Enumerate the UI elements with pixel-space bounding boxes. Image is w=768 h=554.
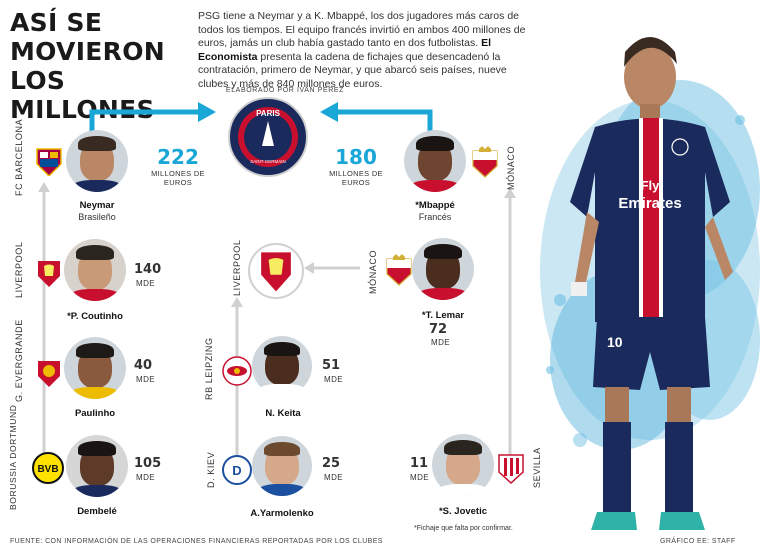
fee-unit-dembele: MDE	[136, 473, 155, 482]
monaco-crest-icon	[472, 146, 498, 178]
player-name-jovetic: *S. Jovetic	[438, 506, 488, 517]
club-label-evergrande: G. EVERGRANDE	[14, 319, 24, 402]
source-footer: FUENTE: CON INFORMACIÓN DE LAS OPERACION…	[10, 538, 383, 545]
dortmund-crest-icon: BVB	[32, 452, 64, 484]
fee-paulinho: 40	[134, 358, 153, 373]
sevilla-crest-icon	[498, 454, 524, 484]
fee-coutinho: 140	[134, 262, 162, 277]
fee-unit-coutinho: MDE	[136, 279, 155, 288]
player-name-coutinho: *P. Coutinho	[67, 311, 123, 322]
player-name-yarmolenko: A.Yarmolenko	[250, 508, 314, 519]
leipzig-crest-icon	[222, 356, 252, 386]
liverpool-crest-icon-large	[261, 252, 291, 292]
sponsor-text-1: Fly	[641, 178, 661, 193]
fee-unit-lemar: MDE	[431, 338, 450, 347]
graphic-credit: GRÁFICO EE: STAFF	[660, 538, 736, 545]
paulinho-portrait	[64, 337, 126, 399]
dembele-portrait	[66, 435, 128, 497]
fee-unit-neymar: MILLONES DE EUROS	[151, 169, 205, 187]
yarmolenko-portrait	[252, 436, 312, 496]
infographic-title: ASÍ SE MOVIERON LOS MILLONES	[10, 8, 190, 124]
title-line-1: ASÍ SE	[10, 8, 103, 37]
player-name-neymar: Neymar	[79, 200, 115, 211]
neymar-player-illustration: Fly Emirates 10	[570, 37, 733, 530]
fee-yarmolenko: 25	[322, 456, 341, 471]
player-name-paulinho: Paulinho	[74, 408, 116, 419]
club-label-liverpool-1: LIVERPOOL	[14, 241, 24, 298]
club-label-monaco-1: MÓNACO	[506, 145, 516, 190]
neymar-portrait	[66, 130, 128, 192]
psg-crest-icon: PARIS SAINT-GERMAIN	[228, 97, 308, 177]
fee-unit-jovetic: MDE	[410, 473, 429, 482]
fee-unit-keita: MDE	[324, 375, 343, 384]
liverpool-crest-icon	[38, 261, 60, 287]
intro-paragraph: PSG tiene a Neymar y a K. Mbappé, los do…	[198, 10, 536, 92]
sponsor-text-2: Emirates	[618, 195, 681, 212]
mbappe-portrait	[404, 130, 466, 192]
fee-unit-paulinho: MDE	[136, 375, 155, 384]
monaco-crest-icon-2	[386, 254, 412, 286]
fee-unit-yarmolenko: MDE	[324, 473, 343, 482]
fee-mbappe: 180	[335, 145, 377, 169]
intro-text-1: PSG tiene a Neymar y a K. Mbappé, los do…	[198, 10, 526, 50]
club-label-sevilla: SEVILLA	[532, 447, 542, 488]
player-nationality-neymar: Brasileño	[78, 212, 116, 222]
psg-crest-top-text: PARIS	[256, 109, 281, 118]
svg-text:D: D	[232, 463, 241, 478]
player-nationality-mbappe: Francés	[418, 212, 452, 222]
club-label-dkiev: D. KIEV	[206, 451, 216, 488]
lemar-portrait	[412, 238, 474, 300]
evergrande-crest-icon	[38, 361, 60, 387]
intro-text-2: presenta la cadena de fichajes que desen…	[198, 50, 507, 90]
fee-neymar: 222	[157, 145, 199, 169]
club-label-leipzig: RB LEIPZING	[204, 337, 214, 400]
keita-portrait	[252, 336, 312, 396]
club-label-barcelona: FC BARCELONA	[14, 118, 24, 196]
player-name-lemar: *T. Lemar	[421, 310, 465, 321]
player-name-keita: N. Keita	[265, 408, 301, 419]
fee-jovetic: 11	[410, 456, 429, 471]
club-label-liverpool-2: LIVERPOOL	[232, 239, 242, 296]
pending-note: *Fichaje que falta por confirmar.	[414, 525, 513, 532]
fee-unit-mbappe: MILLONES DE EUROS	[329, 169, 383, 187]
club-label-dortmund: BORUSSIA DORTMUND	[8, 404, 18, 510]
fee-dembele: 105	[134, 456, 162, 471]
fee-lemar: 72	[429, 322, 448, 337]
player-name-dembele: Dembelé	[77, 506, 117, 517]
credit-author: ELABORADO POR IVAN PÉREZ	[225, 87, 345, 94]
liverpool-crest-circle	[248, 243, 304, 299]
shorts-number: 10	[607, 334, 623, 350]
player-name-mbappe: *Mbappé	[415, 200, 455, 211]
dynamo-kiev-crest-icon: D	[222, 455, 252, 485]
intro-bold: El Economista	[198, 37, 492, 63]
svg-text:BVB: BVB	[37, 464, 58, 475]
title-line-3: LOS MILLONES	[10, 66, 155, 124]
psg-crest-bottom-text: SAINT-GERMAIN	[250, 159, 286, 164]
coutinho-portrait	[64, 239, 126, 301]
barcelona-crest-icon	[36, 148, 62, 176]
fee-keita: 51	[322, 358, 341, 373]
jovetic-portrait	[432, 434, 494, 496]
club-label-monaco-2: MÓNACO	[368, 249, 378, 294]
title-line-2: MOVIERON	[10, 37, 166, 66]
